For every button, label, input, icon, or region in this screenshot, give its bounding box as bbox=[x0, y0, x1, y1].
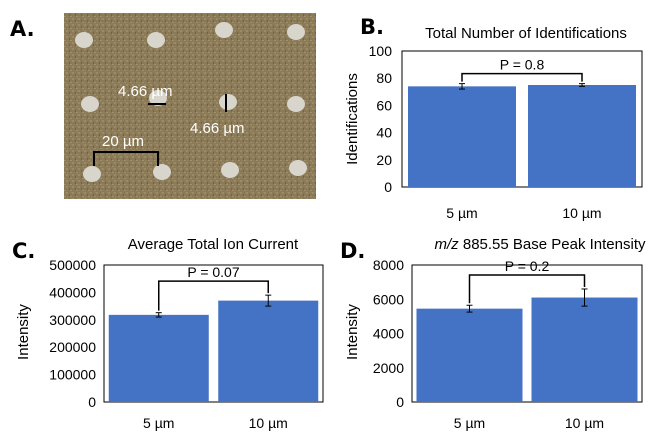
significance-bracket bbox=[468, 274, 586, 304]
panel-letter: C. bbox=[12, 239, 35, 263]
panel-letter: D. bbox=[340, 239, 365, 263]
y-axis-label: Intensity bbox=[15, 304, 32, 360]
y-tick-label: 2000 bbox=[373, 360, 404, 376]
y-tick-label: 0 bbox=[88, 394, 96, 410]
y-tick-label: 400000 bbox=[49, 284, 96, 300]
bar bbox=[108, 314, 209, 402]
y-tick-label: 4000 bbox=[373, 326, 404, 342]
y-tick-label: 100 bbox=[369, 43, 393, 59]
bar bbox=[416, 308, 523, 402]
y-tick-label: 500000 bbox=[49, 257, 96, 273]
y-tick-label: 0 bbox=[396, 394, 404, 410]
chart-b: B. Total Number of Identifications 0 20 40 60… bbox=[344, 15, 643, 221]
x-tick-label: 10 µm bbox=[562, 205, 601, 221]
chart-title: Total Number of Identifications bbox=[425, 25, 627, 42]
y-tick-label: 8000 bbox=[373, 257, 404, 273]
y-tick-label: 60 bbox=[376, 97, 392, 113]
bar bbox=[218, 300, 319, 402]
x-tick-label: 5 µm bbox=[446, 205, 477, 221]
y-tick-label: 40 bbox=[376, 125, 392, 141]
chart-d: D. m/z 885.55 Base Peak Intensity 0 2000 400… bbox=[340, 236, 646, 431]
y-tick-label: 100000 bbox=[49, 367, 96, 383]
panel-letter-a: A. bbox=[10, 17, 35, 41]
bar bbox=[408, 86, 516, 187]
x-tick-label: 10 µm bbox=[565, 415, 604, 431]
chart-title-text: Total Number of Identifications bbox=[425, 25, 627, 42]
significance-bracket bbox=[158, 280, 269, 311]
y-axis-label: Intensity bbox=[344, 304, 361, 360]
bar bbox=[531, 297, 638, 402]
x-tick-label: 5 µm bbox=[143, 415, 174, 431]
chart-title: m/z 885.55 Base Peak Intensity bbox=[435, 236, 646, 253]
chart-title-text: 885.55 Base Peak Intensity bbox=[463, 236, 646, 253]
panel-letter: B. bbox=[360, 15, 384, 39]
y-tick-label: 0 bbox=[384, 179, 392, 195]
y-tick-label: 6000 bbox=[373, 291, 404, 307]
y-tick-label: 20 bbox=[376, 152, 392, 168]
bar bbox=[528, 85, 636, 187]
significance-bracket bbox=[461, 72, 583, 82]
scale-label-20um: 20 µm bbox=[102, 133, 144, 150]
p-value-label: P = 0.07 bbox=[187, 264, 240, 280]
x-tick-label: 10 µm bbox=[249, 415, 288, 431]
chart-c: C. Average Total Ion Current 0 100000 200000… bbox=[12, 236, 324, 431]
y-tick-label: 300000 bbox=[49, 312, 96, 328]
y-axis-label: Identifications bbox=[344, 73, 361, 165]
x-tick-label: 5 µm bbox=[454, 415, 485, 431]
y-tick-label: 200000 bbox=[49, 339, 96, 355]
chart-title-text: Average Total Ion Current bbox=[128, 236, 299, 253]
micrograph-image bbox=[64, 13, 316, 199]
p-value-label: P = 0.8 bbox=[500, 57, 545, 73]
plot-frame bbox=[103, 264, 324, 403]
scale-label-vertical: 4.66 µm bbox=[190, 120, 245, 137]
chart-title-prefix: m/z bbox=[435, 236, 463, 253]
chart-title: Average Total Ion Current bbox=[128, 236, 299, 253]
scale-label-horizontal: 4.66 µm bbox=[118, 83, 173, 100]
ablation-spots bbox=[75, 22, 307, 182]
plot-frame bbox=[411, 264, 643, 403]
p-value-label: P = 0.2 bbox=[505, 258, 550, 274]
y-tick-label: 80 bbox=[376, 70, 392, 86]
plot-frame bbox=[401, 50, 643, 188]
panel-a: A. 4.66 µm 4.66 µm 20 µm bbox=[10, 13, 316, 199]
scale-bar-20um bbox=[93, 151, 159, 166]
